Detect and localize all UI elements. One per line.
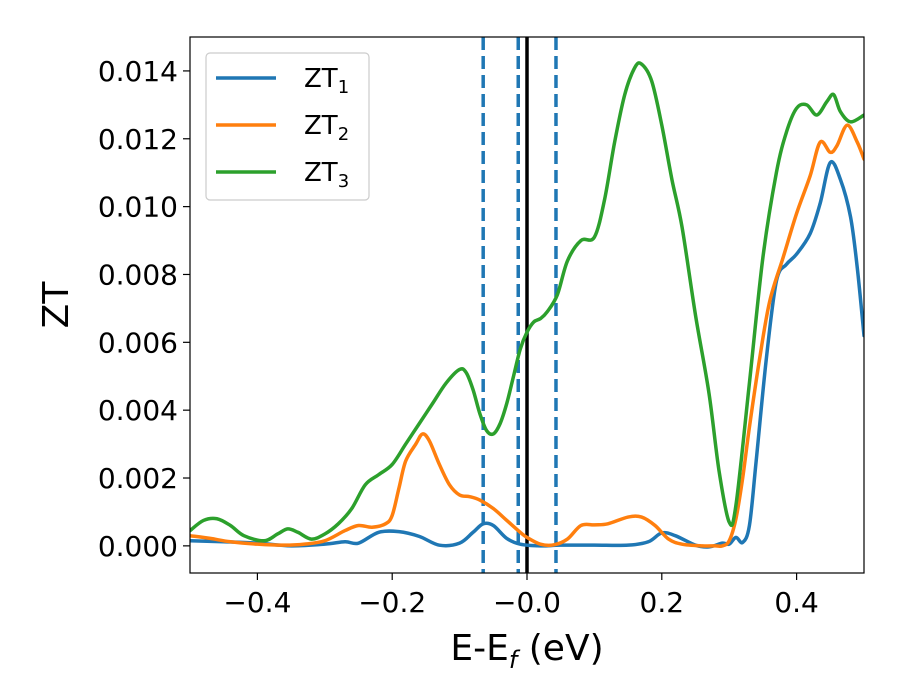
- x-tick-label: −0.2: [358, 586, 426, 619]
- x-axis: −0.4 −0.2 −0.0 0.2 0.4: [223, 573, 819, 619]
- series-line-zt3: [190, 61, 864, 543]
- y-tick-label: 0.008: [98, 258, 178, 291]
- series-line-zt2: [190, 123, 864, 548]
- y-tick-label: 0.004: [98, 394, 178, 427]
- x-axis-label-unit: (eV): [517, 628, 603, 669]
- legend-box: [205, 52, 370, 201]
- legend: ZT1 ZT2 ZT3: [205, 52, 370, 201]
- legend-label-zt3: ZT3: [304, 158, 349, 192]
- legend-label-zt2: ZT2: [304, 111, 349, 145]
- x-tick-label: −0.4: [223, 586, 291, 619]
- x-tick-label: −0.0: [493, 586, 561, 619]
- x-tick-label: 0.4: [774, 586, 819, 619]
- vertical-reference-lines: [481, 37, 558, 573]
- series-lines: [190, 61, 864, 549]
- y-tick-label: 0.006: [98, 326, 178, 359]
- y-axis-label: ZT: [36, 281, 77, 329]
- y-tick-label: 0.000: [98, 530, 178, 563]
- x-axis-label: E-Ef (eV): [450, 628, 603, 674]
- legend-label-zt1: ZT1: [304, 64, 349, 98]
- y-tick-label: 0.014: [98, 55, 178, 88]
- series-line-zt1: [190, 159, 864, 549]
- y-tick-label: 0.010: [98, 191, 178, 224]
- x-tick-label: 0.2: [640, 586, 685, 619]
- y-axis: 0.000 0.002 0.004 0.006 0.008 0.010 0.012 0.014: [98, 55, 190, 563]
- y-tick-label: 0.012: [98, 123, 178, 156]
- y-tick-label: 0.002: [98, 462, 178, 495]
